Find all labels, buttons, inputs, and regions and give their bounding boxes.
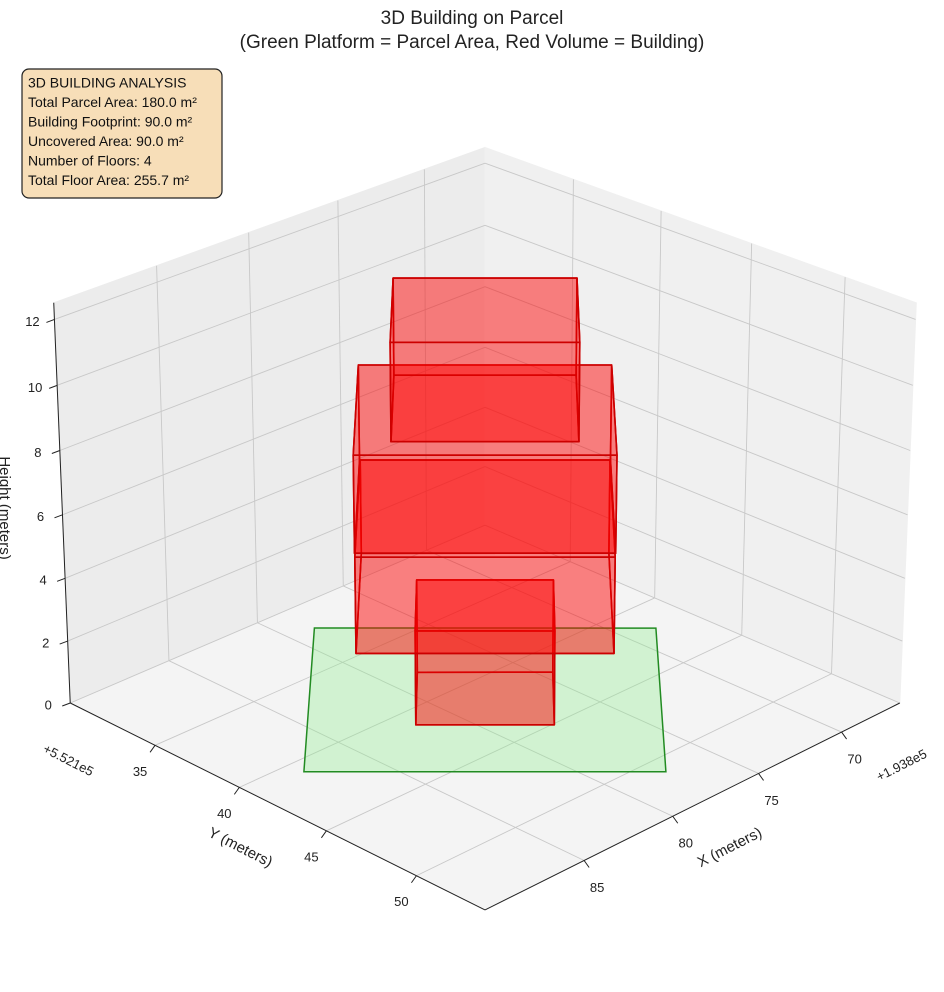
z-tick-mark — [54, 514, 63, 519]
grid-line — [484, 466, 903, 642]
grid-line — [156, 265, 170, 661]
grid-line — [54, 162, 486, 320]
x-tick-label: 70 — [847, 751, 861, 766]
y-axis-line — [70, 702, 486, 911]
info-line: Uncovered Area: 90.0 m² — [28, 133, 184, 149]
x-axis-label: X (meters) — [695, 824, 765, 871]
grid-line — [831, 277, 846, 674]
x-tick-mark — [841, 731, 847, 740]
y-tick-label: 50 — [394, 894, 408, 909]
grid-line — [257, 622, 673, 817]
x-tick-mark — [672, 815, 679, 824]
grid-line — [484, 406, 906, 579]
x-tick-mark — [758, 773, 764, 781]
building-top — [389, 277, 581, 344]
grid-line — [484, 162, 916, 320]
x-tick-label: 85 — [590, 880, 604, 895]
building-top — [352, 364, 618, 457]
grid-line — [484, 286, 911, 451]
y-offset-label: +5.521e5 — [41, 741, 96, 779]
y-tick-mark — [233, 787, 240, 795]
z-tick-mark — [51, 450, 61, 454]
grid-line — [56, 224, 486, 386]
z-tick-label: 8 — [34, 445, 41, 460]
grid-line — [239, 597, 655, 788]
z-tick-mark — [59, 640, 68, 645]
z-tick-label: 12 — [25, 314, 39, 329]
y-tick-mark — [320, 830, 327, 839]
grid-line — [70, 524, 486, 704]
chart-title: 3D Building on Parcel — [381, 8, 564, 29]
grid-line — [484, 524, 900, 704]
grid-line — [64, 406, 486, 579]
grid-line — [654, 210, 662, 598]
info-line: Number of Floors: 4 — [28, 153, 152, 169]
grid-line — [416, 673, 832, 877]
y-tick-mark — [410, 875, 417, 884]
info-line: Building Footprint: 90.0 m² — [28, 114, 193, 130]
chart-subtitle: (Green Platform = Parcel Area, Red Volum… — [240, 32, 705, 53]
x-tick-label: 80 — [679, 836, 693, 851]
building-side — [353, 556, 617, 655]
grid-line — [741, 243, 753, 636]
z-tick-label: 10 — [28, 380, 42, 395]
z-tick-mark — [48, 384, 58, 389]
grid-line — [168, 660, 585, 861]
z-tick-mark — [46, 318, 55, 323]
x-axis-line — [484, 702, 900, 911]
grid-line — [326, 634, 742, 832]
x-tick-mark — [583, 860, 590, 868]
grid-line — [67, 466, 486, 642]
y-tick-label: 45 — [304, 849, 318, 864]
grid-line — [343, 585, 759, 774]
z-axis-line — [53, 302, 71, 704]
grid-line — [59, 286, 486, 451]
info-line: Total Floor Area: 255.7 m² — [28, 172, 189, 188]
y-axis-label: Y (meters) — [205, 824, 275, 871]
building-top — [414, 579, 556, 632]
grid-line — [248, 232, 258, 623]
info-line: 3D BUILDING ANALYSIS — [28, 75, 186, 91]
y-tick-label: 40 — [217, 806, 231, 821]
grid-line — [423, 169, 427, 551]
grid-line — [337, 200, 344, 586]
marks — [303, 277, 667, 773]
z-tick-label: 0 — [45, 697, 52, 712]
z-tick-label: 6 — [37, 509, 44, 524]
y-tick-label: 35 — [133, 764, 147, 779]
x-offset-label: +1.938e5 — [874, 746, 929, 784]
info-line: Total Parcel Area: 180.0 m² — [28, 94, 197, 110]
z-tick-mark — [56, 577, 66, 582]
z-tick-mark — [62, 702, 71, 707]
panes — [53, 146, 917, 911]
z-tick-label: 4 — [39, 573, 46, 588]
info-box: 3D BUILDING ANALYSIS Total Parcel Area: 1… — [21, 68, 223, 199]
building-side — [352, 454, 618, 555]
y-tick-mark — [149, 745, 156, 753]
parcel-platform — [303, 627, 667, 773]
info-box-background — [21, 68, 223, 199]
z-axis-label: Height (meters) — [0, 456, 13, 559]
z-tick-label: 2 — [42, 635, 49, 650]
grid-line — [569, 179, 574, 562]
grid-line — [484, 224, 914, 386]
building-side — [389, 341, 581, 443]
x-tick-label: 75 — [764, 793, 778, 808]
